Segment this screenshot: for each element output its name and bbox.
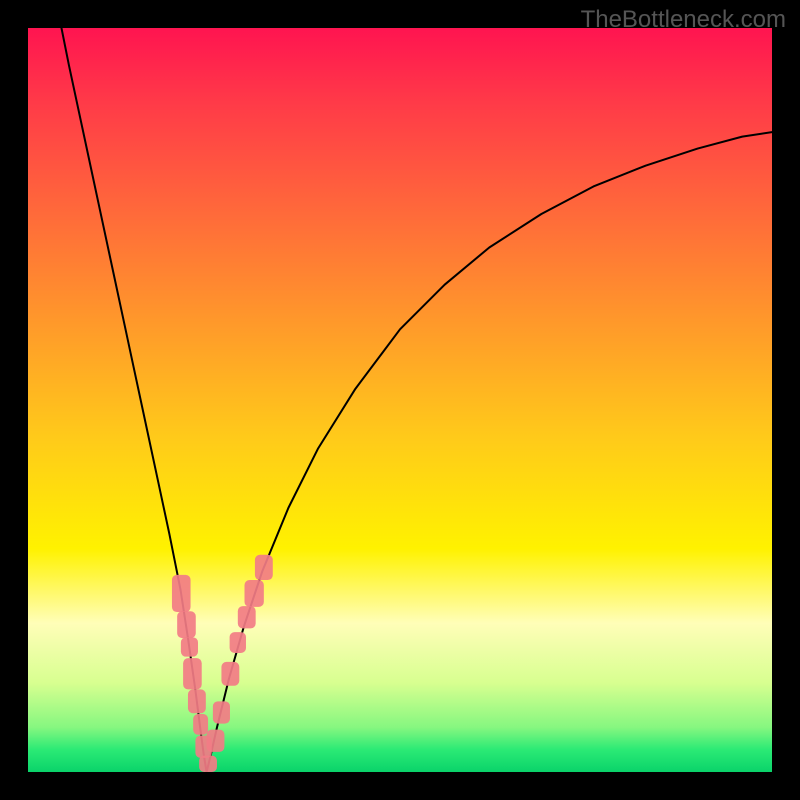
curve-marker <box>188 689 206 713</box>
plot-area <box>28 28 772 772</box>
curve-marker <box>183 658 202 689</box>
curve-marker <box>181 637 198 656</box>
curve-marker <box>177 611 196 638</box>
curve-marker <box>199 756 217 772</box>
curve-marker <box>213 701 230 723</box>
curve-marker <box>221 662 239 686</box>
curve-marker <box>255 555 273 580</box>
gradient-bottleneck-chart <box>28 28 772 772</box>
chart-frame: TheBottleneck.com <box>0 0 800 800</box>
curve-marker <box>245 580 264 607</box>
curve-marker <box>172 575 191 612</box>
gradient-background <box>28 28 772 772</box>
curve-marker <box>238 606 256 628</box>
curve-marker <box>230 632 246 653</box>
curve-marker <box>193 714 208 735</box>
curve-marker <box>207 730 225 752</box>
source-watermark: TheBottleneck.com <box>581 6 786 34</box>
